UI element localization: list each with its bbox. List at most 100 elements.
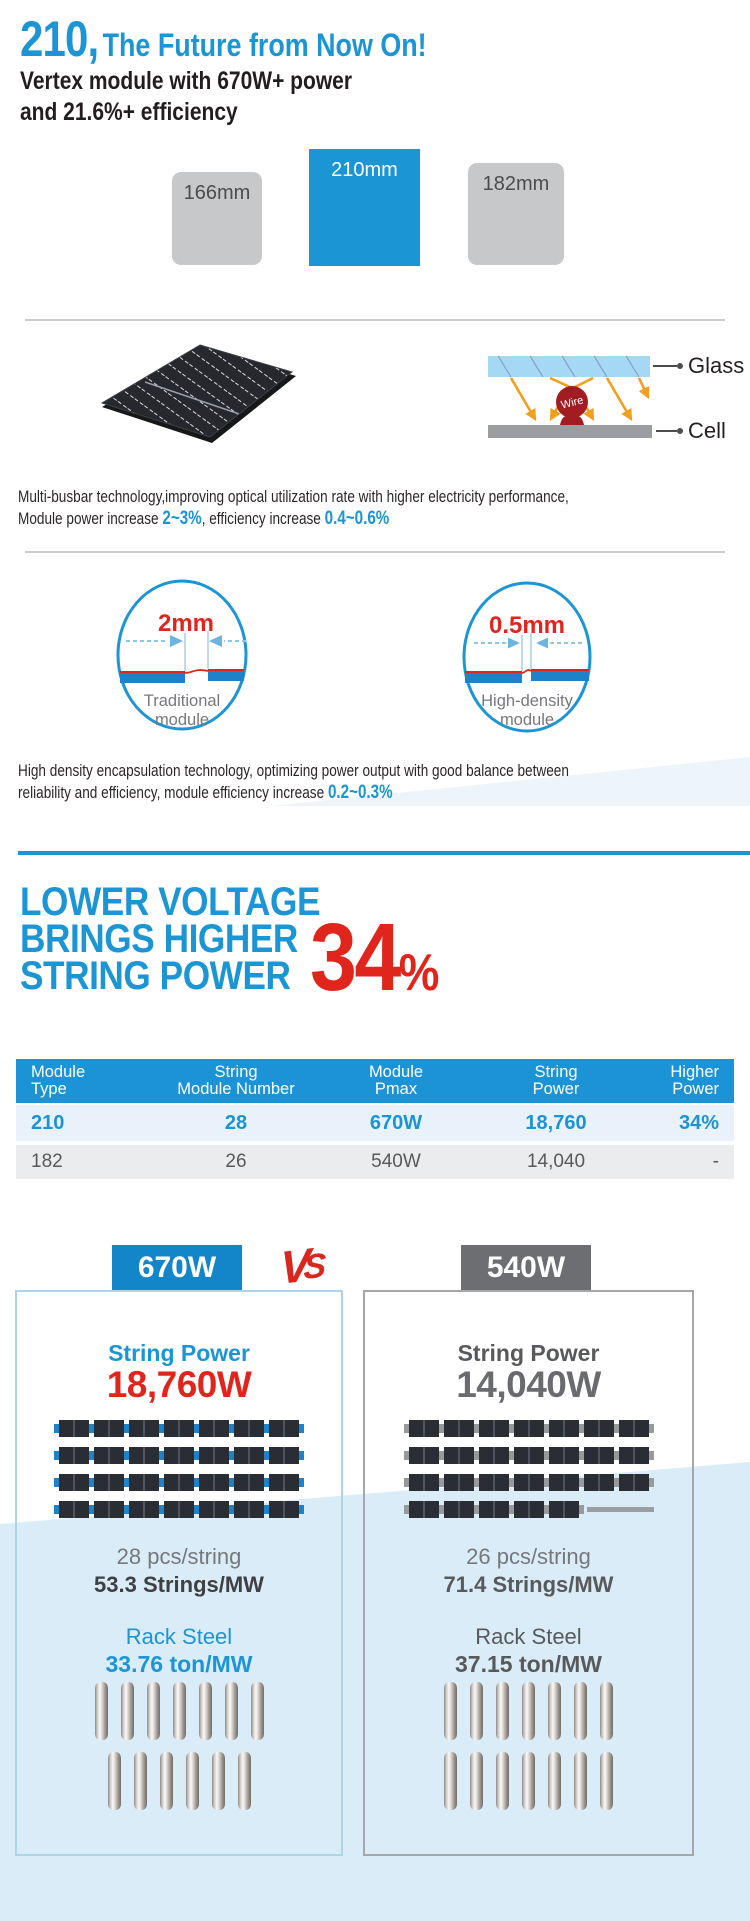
module-string-row — [54, 1447, 304, 1464]
header-module-type: Module Type — [31, 1062, 86, 1098]
cell-gap-comparison: 2mm Traditional module 0.5mm High-densit… — [116, 579, 592, 733]
glass-pointer-line — [653, 363, 683, 369]
steel-pillar — [496, 1752, 509, 1810]
module-icon — [403, 1420, 439, 1437]
steel-pillar — [159, 1752, 173, 1810]
module-string-diagram — [17, 1420, 341, 1528]
traditional-circle — [116, 579, 248, 731]
module-icon — [54, 1447, 89, 1464]
steel-pillar — [600, 1682, 613, 1740]
header-string-power: String Power — [532, 1062, 580, 1098]
module-icon — [54, 1474, 89, 1491]
module-icon — [264, 1501, 299, 1518]
module-icon — [264, 1420, 299, 1437]
comparison-card-670w: String Power 18,760W 28 pcs/string 53.3 … — [15, 1290, 343, 1856]
steel-pillar — [237, 1752, 251, 1810]
module-icon — [124, 1420, 159, 1437]
module-icon — [124, 1474, 159, 1491]
module-icon — [543, 1474, 579, 1491]
wafer-166mm: 166mm — [172, 172, 262, 265]
module-string-row — [403, 1447, 654, 1464]
steel-pillar — [250, 1682, 264, 1740]
subtitle-line1: Vertex module with 670W+ power — [20, 67, 353, 95]
steel-pillar — [522, 1682, 535, 1740]
traditional-caption-line1: Traditional — [144, 692, 220, 710]
module-string-row — [403, 1474, 654, 1491]
busbar-description-line1: Multi-busbar technology,improving optica… — [18, 487, 569, 506]
vs-label: VS — [279, 1237, 327, 1295]
module-icon — [264, 1447, 299, 1464]
module-icon — [194, 1474, 229, 1491]
module-icon — [438, 1420, 474, 1437]
module-icon — [613, 1447, 649, 1464]
cell-pointer-line — [656, 428, 683, 434]
percentage-number: 34 — [310, 904, 401, 1011]
module-icon — [438, 1474, 474, 1491]
module-icon — [578, 1474, 614, 1491]
module-icon — [508, 1420, 544, 1437]
divider-line-2 — [25, 551, 725, 553]
table-row-210: 210 28 670W 18,760 34% — [16, 1105, 734, 1141]
steel-pillar — [94, 1682, 108, 1740]
module-icon — [229, 1474, 264, 1491]
module-icon — [508, 1447, 544, 1464]
module-icon — [508, 1474, 544, 1491]
heading-line2: BRINGS HIGHER — [20, 917, 298, 961]
subtitle-line2: and 21.6%+ efficiency — [20, 98, 238, 126]
steel-pillar — [444, 1682, 457, 1740]
module-icon — [403, 1474, 439, 1491]
efficiency-increase-value: 0.4~0.6% — [324, 508, 390, 529]
steel-pillar — [470, 1752, 483, 1810]
steel-pillar — [600, 1752, 613, 1810]
module-icon — [229, 1447, 264, 1464]
steel-pillar — [574, 1752, 587, 1810]
module-icon — [124, 1447, 159, 1464]
string-power-table: Module Type String Module Number Module Pma… — [16, 1059, 734, 1179]
module-string-row — [54, 1420, 304, 1437]
module-icon — [89, 1420, 124, 1437]
traditional-caption-line2: module — [155, 711, 209, 729]
heading-line1: LOWER VOLTAGE — [20, 880, 320, 924]
module-icon — [473, 1501, 509, 1518]
module-icon — [159, 1501, 194, 1518]
higher-power-percentage: 34% — [310, 910, 439, 1006]
steel-pillar — [133, 1752, 147, 1810]
module-icon — [438, 1501, 474, 1518]
steel-pillar — [107, 1752, 121, 1810]
cell-label: Cell — [688, 418, 726, 443]
wafer-166mm-label: 166mm — [183, 182, 251, 204]
module-icon — [159, 1474, 194, 1491]
strings-per-mw: 53.3 Strings/MW — [94, 1572, 264, 1597]
header-string-module-number: String Module Number — [177, 1062, 295, 1098]
steel-pillar — [224, 1682, 238, 1740]
wire-blob — [556, 386, 588, 418]
module-string-row — [54, 1474, 304, 1491]
solar-module-image — [100, 344, 296, 443]
module-icon — [613, 1420, 649, 1437]
steel-pillar — [120, 1682, 134, 1740]
module-icon — [89, 1447, 124, 1464]
rack-steel-label: Rack Steel — [475, 1624, 582, 1649]
high-density-gap-value: 0.5mm — [489, 612, 565, 639]
rack-steel-value: 33.76 ton/MW — [105, 1651, 253, 1677]
strings-per-mw: 71.4 Strings/MW — [443, 1572, 614, 1597]
wafer-210mm-label: 210mm — [331, 159, 398, 181]
density-description-line2: reliability and efficiency, module effic… — [18, 782, 393, 803]
density-description: High density encapsulation technology, o… — [18, 760, 569, 804]
divider-line-1 — [25, 319, 725, 321]
steel-pillar-row — [17, 1682, 341, 1740]
rack-steel-label: Rack Steel — [125, 1624, 233, 1649]
high-density-caption-line2: module — [500, 711, 554, 729]
module-icon — [54, 1420, 89, 1437]
pcs-per-string: 28 pcs/string — [116, 1544, 242, 1569]
module-efficiency-increase-value: 0.2~0.3% — [327, 782, 393, 803]
steel-pillar-row — [365, 1752, 692, 1810]
wafer-210mm: 210mm — [309, 149, 420, 266]
steel-pillar-row — [365, 1682, 692, 1740]
module-icon — [438, 1447, 474, 1464]
heading-line3: STRING POWER — [20, 954, 291, 998]
module-icon — [89, 1474, 124, 1491]
module-icon — [473, 1474, 509, 1491]
string-power-label: String Power — [457, 1340, 600, 1366]
